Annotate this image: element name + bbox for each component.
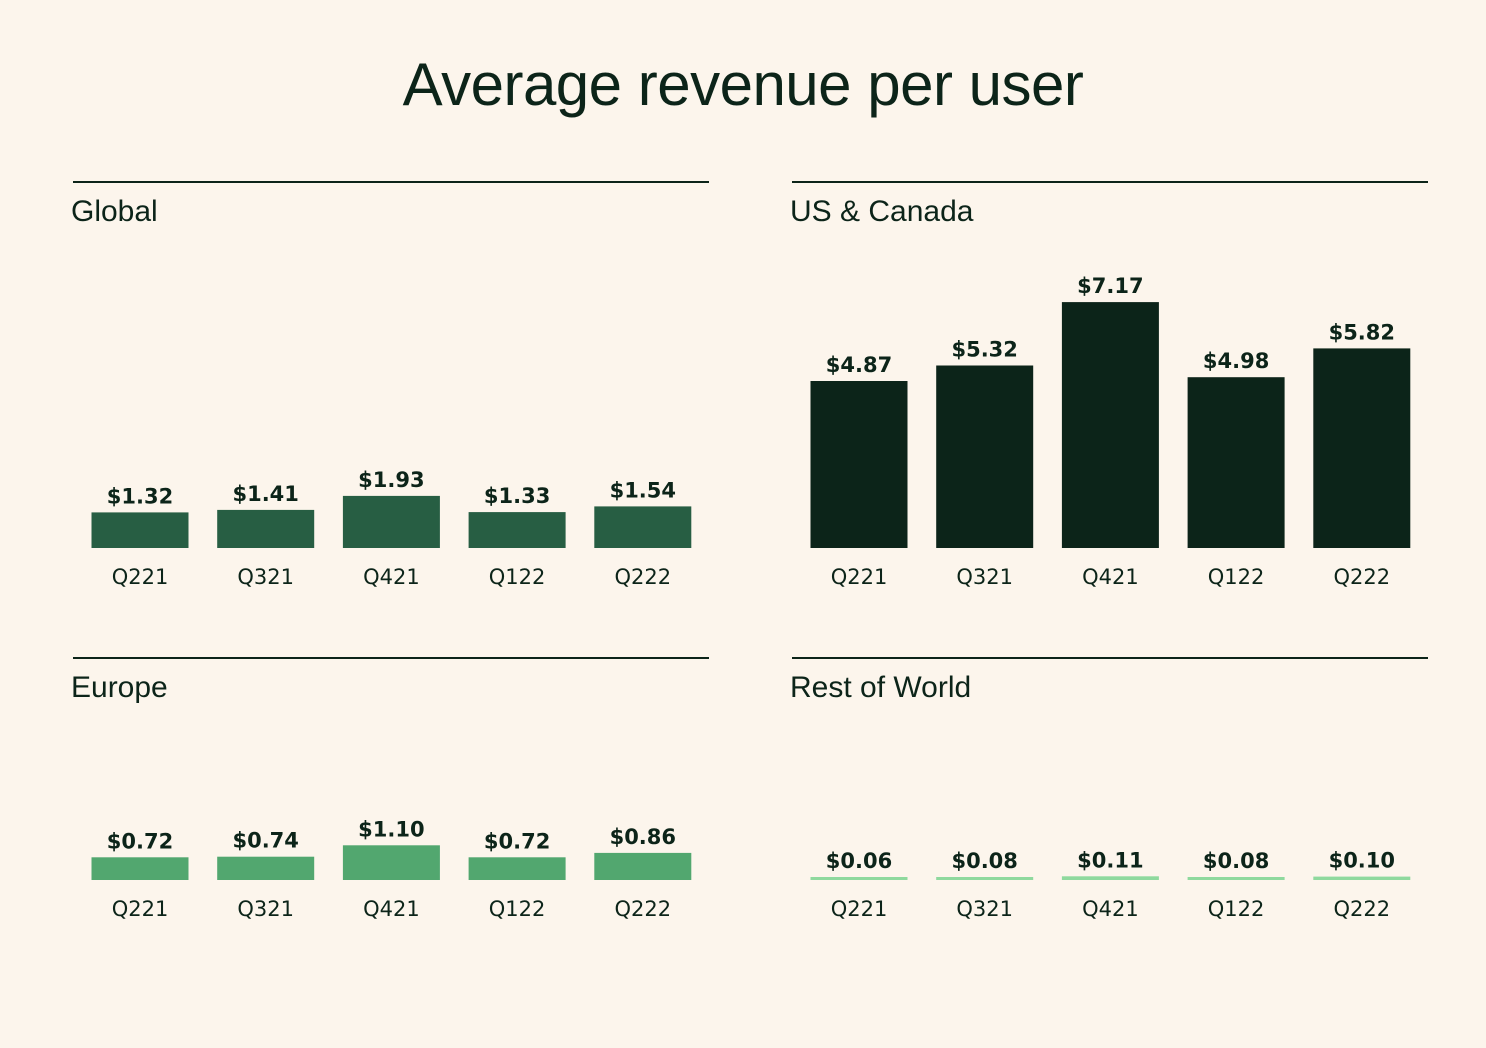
bar-chart-us-canada: $4.87 Q221 $5.32 Q321 $7.17 Q421 $4.98 Q122 $5.8… bbox=[810, 274, 1411, 589]
bar-us-canada-q122 bbox=[1187, 377, 1285, 548]
value-label-global-q122: $1.33 bbox=[484, 484, 550, 508]
tick-label-us-canada-q122: Q122 bbox=[1208, 565, 1265, 589]
value-label-rest-of-world-q222: $0.10 bbox=[1329, 849, 1395, 873]
bar-europe-q122 bbox=[468, 857, 566, 880]
tick-label-rest-of-world-q321: Q321 bbox=[956, 897, 1013, 921]
panel-divider bbox=[73, 657, 709, 659]
bar-us-canada-q421 bbox=[1061, 302, 1159, 548]
bar-global-q321 bbox=[217, 509, 315, 548]
value-label-europe-q221: $0.72 bbox=[107, 829, 173, 853]
value-label-rest-of-world-q122: $0.08 bbox=[1203, 849, 1269, 873]
tick-label-rest-of-world-q122: Q122 bbox=[1208, 897, 1265, 921]
value-label-us-canada-q321: $5.32 bbox=[951, 338, 1017, 362]
bar-europe-q421 bbox=[342, 845, 440, 880]
bar-rest-of-world-q122 bbox=[1187, 877, 1285, 880]
value-label-europe-q421: $1.10 bbox=[358, 817, 424, 841]
chart-panel-europe: Europe $0.72 Q221 $0.74 Q321 $1.10 Q421 $0.72 Q… bbox=[71, 657, 709, 937]
chart-title-global: Global bbox=[71, 195, 158, 228]
value-label-us-canada-q421: $7.17 bbox=[1077, 274, 1143, 298]
value-label-rest-of-world-q421: $0.11 bbox=[1077, 848, 1143, 872]
bar-europe-q222 bbox=[594, 852, 692, 880]
tick-label-global-q122: Q122 bbox=[489, 565, 546, 589]
value-label-rest-of-world-q221: $0.06 bbox=[826, 849, 892, 873]
bar-europe-q221 bbox=[91, 857, 189, 880]
value-label-global-q222: $1.54 bbox=[610, 478, 676, 502]
bar-us-canada-q222 bbox=[1313, 348, 1411, 548]
tick-label-europe-q222: Q222 bbox=[614, 897, 671, 921]
tick-label-europe-q221: Q221 bbox=[112, 897, 169, 921]
bar-global-q122 bbox=[468, 512, 566, 548]
chart-panel-global: Global $1.32 Q221 $1.41 Q321 $1.93 Q421 $1.33 Q… bbox=[71, 181, 709, 601]
bar-rest-of-world-q222 bbox=[1313, 876, 1411, 880]
bar-rest-of-world-q321 bbox=[936, 877, 1034, 880]
value-label-global-q421: $1.93 bbox=[358, 468, 424, 492]
value-label-global-q221: $1.32 bbox=[107, 484, 173, 508]
tick-label-europe-q122: Q122 bbox=[489, 897, 546, 921]
value-label-europe-q321: $0.74 bbox=[232, 829, 298, 853]
bar-us-canada-q321 bbox=[936, 365, 1034, 548]
tick-label-us-canada-q421: Q421 bbox=[1082, 565, 1139, 589]
tick-label-global-q221: Q221 bbox=[112, 565, 169, 589]
panel-divider bbox=[73, 181, 709, 183]
value-label-europe-q222: $0.86 bbox=[610, 825, 676, 849]
value-label-global-q321: $1.41 bbox=[232, 482, 298, 506]
tick-label-global-q222: Q222 bbox=[614, 565, 671, 589]
panel-divider bbox=[792, 657, 1428, 659]
value-label-europe-q122: $0.72 bbox=[484, 829, 550, 853]
value-label-us-canada-q122: $4.98 bbox=[1203, 349, 1269, 373]
tick-label-us-canada-q222: Q222 bbox=[1333, 565, 1390, 589]
bar-global-q222 bbox=[594, 506, 692, 548]
value-label-us-canada-q222: $5.82 bbox=[1329, 320, 1395, 344]
tick-label-europe-q421: Q421 bbox=[363, 897, 420, 921]
bar-rest-of-world-q421 bbox=[1061, 876, 1159, 880]
bar-chart-europe: $0.72 Q221 $0.74 Q321 $1.10 Q421 $0.72 Q122 $0.8… bbox=[91, 817, 692, 921]
tick-label-us-canada-q221: Q221 bbox=[831, 565, 888, 589]
tick-label-rest-of-world-q222: Q222 bbox=[1333, 897, 1390, 921]
bar-rest-of-world-q221 bbox=[810, 877, 908, 880]
tick-label-global-q421: Q421 bbox=[363, 565, 420, 589]
tick-label-europe-q321: Q321 bbox=[237, 897, 294, 921]
value-label-rest-of-world-q321: $0.08 bbox=[951, 849, 1017, 873]
chart-title-rest-of-world: Rest of World bbox=[790, 671, 972, 704]
bar-europe-q321 bbox=[217, 856, 315, 880]
tick-label-rest-of-world-q221: Q221 bbox=[831, 897, 888, 921]
tick-label-us-canada-q321: Q321 bbox=[956, 565, 1013, 589]
chart-panel-rest-of-world: Rest of World $0.06 Q221 $0.08 Q321 $0.11 Q42… bbox=[790, 657, 1428, 937]
value-label-us-canada-q221: $4.87 bbox=[826, 353, 892, 377]
bar-us-canada-q221 bbox=[810, 381, 908, 548]
bar-chart-rest-of-world: $0.06 Q221 $0.08 Q321 $0.11 Q421 $0.08 Q122 $0.1… bbox=[810, 848, 1411, 921]
bar-global-q221 bbox=[91, 512, 189, 548]
page-title: Average revenue per user bbox=[402, 51, 1084, 118]
chart-panel-us-canada: US & Canada $4.87 Q221 $5.32 Q321 $7.17 Q421 $… bbox=[790, 181, 1428, 601]
bar-chart-global: $1.32 Q221 $1.41 Q321 $1.93 Q421 $1.33 Q122 $1.5… bbox=[91, 468, 692, 589]
tick-label-rest-of-world-q421: Q421 bbox=[1082, 897, 1139, 921]
panel-divider bbox=[792, 181, 1428, 183]
chart-title-europe: Europe bbox=[71, 671, 168, 704]
bar-global-q421 bbox=[342, 495, 440, 548]
chart-title-us-canada: US & Canada bbox=[790, 195, 974, 228]
tick-label-global-q321: Q321 bbox=[237, 565, 294, 589]
